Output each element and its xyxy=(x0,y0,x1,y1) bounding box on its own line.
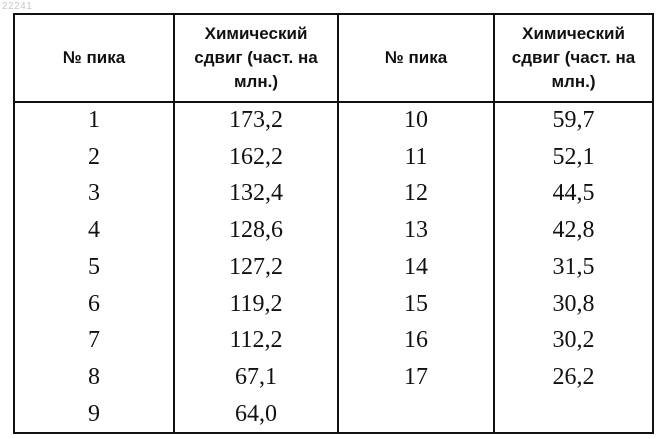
header-chemical-shift-left: Химический сдвиг (част. на млн.) xyxy=(173,13,339,103)
header-row: № пика Химический сдвиг (част. на млн.) … xyxy=(13,13,654,103)
peak-number-cell: 10 xyxy=(337,102,495,139)
peak-number-cell: 4 xyxy=(13,212,175,250)
chemical-shift-cell: 52,1 xyxy=(493,138,654,176)
peak-number-cell: 8 xyxy=(13,359,175,397)
peak-number-cell: 3 xyxy=(13,175,175,213)
table-row: 7 112,2 16 30,2 xyxy=(13,322,654,360)
peak-number-cell: 6 xyxy=(13,285,175,323)
chemical-shift-cell: 67,1 xyxy=(173,359,339,397)
watermark: 22241 xyxy=(2,1,33,12)
chemical-shift-cell: 30,2 xyxy=(493,322,654,360)
header-peak-number-right: № пика xyxy=(337,13,495,103)
table-row: 8 67,1 17 26,2 xyxy=(13,359,654,397)
chemical-shift-cell: 59,7 xyxy=(493,102,654,139)
peak-number-cell: 9 xyxy=(13,396,175,434)
table-row: 4 128,6 13 42,8 xyxy=(13,212,654,250)
chemical-shift-cell: 128,6 xyxy=(173,212,339,250)
peak-number-cell: 7 xyxy=(13,322,175,360)
peak-number-cell: 14 xyxy=(337,249,495,286)
peak-number-cell: 11 xyxy=(337,138,495,176)
chemical-shift-cell: 132,4 xyxy=(173,175,339,213)
chemical-shift-cell: 30,8 xyxy=(493,285,654,323)
header-chemical-shift-right: Химический сдвиг (част. на млн.) xyxy=(493,13,654,103)
header-peak-number-left: № пика xyxy=(13,13,175,103)
chemical-shift-cell: 127,2 xyxy=(173,249,339,286)
chemical-shift-table: № пика Химический сдвиг (част. на млн.) … xyxy=(13,13,654,434)
chemical-shift-cell: 44,5 xyxy=(493,175,654,213)
chemical-shift-cell: 42,8 xyxy=(493,212,654,250)
chemical-shift-cell: 31,5 xyxy=(493,249,654,286)
chemical-shift-cell: 64,0 xyxy=(173,396,339,434)
peak-number-cell xyxy=(337,396,495,434)
table-row: 5 127,2 14 31,5 xyxy=(13,249,654,286)
table-row: 3 132,4 12 44,5 xyxy=(13,175,654,213)
chemical-shift-cell: 162,2 xyxy=(173,138,339,176)
peak-number-cell: 5 xyxy=(13,249,175,286)
table-row: 2 162,2 11 52,1 xyxy=(13,138,654,176)
peak-number-cell: 17 xyxy=(337,359,495,397)
chemical-shift-cell xyxy=(493,396,654,434)
chemical-shift-cell: 26,2 xyxy=(493,359,654,397)
chemical-shift-cell: 112,2 xyxy=(173,322,339,360)
peak-number-cell: 16 xyxy=(337,322,495,360)
table-row: 9 64,0 xyxy=(13,396,654,434)
peak-number-cell: 2 xyxy=(13,138,175,176)
peak-number-cell: 1 xyxy=(13,102,175,139)
chemical-shift-cell: 173,2 xyxy=(173,102,339,139)
peak-number-cell: 12 xyxy=(337,175,495,213)
peak-number-cell: 13 xyxy=(337,212,495,250)
chemical-shift-cell: 119,2 xyxy=(173,285,339,323)
table-row: 1 173,2 10 59,7 xyxy=(13,102,654,139)
table-row: 6 119,2 15 30,8 xyxy=(13,285,654,323)
peak-number-cell: 15 xyxy=(337,285,495,323)
